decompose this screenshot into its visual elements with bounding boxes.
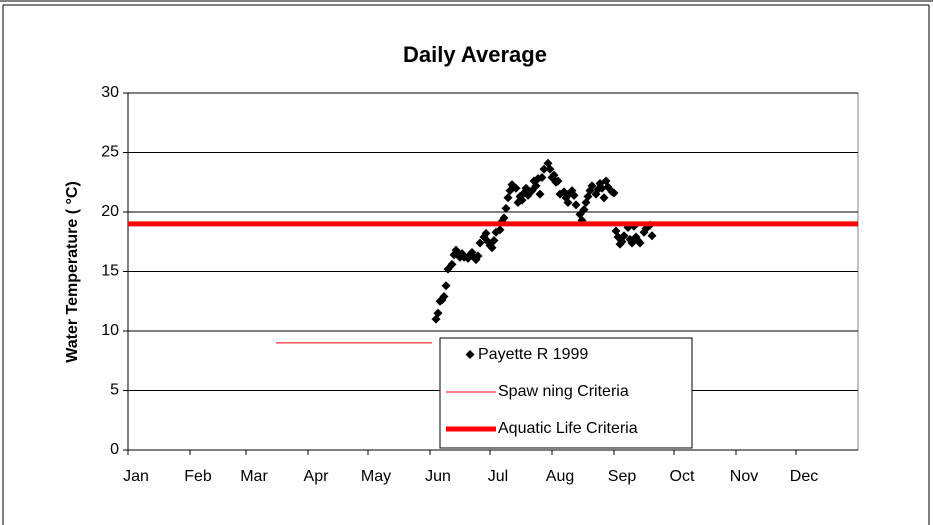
data-point	[499, 213, 509, 223]
x-tick-label: Jun	[425, 468, 451, 485]
x-tick-label: Dec	[790, 468, 818, 485]
x-tick-label: Feb	[184, 468, 212, 485]
y-axis-label: Water Temperature ( °C)	[64, 181, 81, 363]
data-point	[501, 203, 511, 213]
data-point	[609, 188, 619, 198]
x-tick-label: May	[361, 468, 391, 485]
y-tick-label: 30	[101, 84, 119, 101]
data-point	[553, 176, 563, 186]
data-point	[481, 228, 491, 238]
data-point	[563, 197, 573, 207]
x-tick-label: Apr	[304, 468, 330, 485]
data-point	[453, 247, 463, 257]
legend-label: Payette R 1999	[478, 346, 588, 363]
data-point	[597, 183, 607, 193]
data-point	[531, 181, 541, 191]
data-point	[487, 243, 497, 253]
y-tick-label: 10	[101, 322, 119, 339]
x-tick-label: Jan	[123, 468, 149, 485]
data-point	[433, 308, 443, 318]
data-point	[467, 247, 477, 257]
data-point	[619, 231, 629, 241]
legend: Payette R 1999 Spaw ning Criteria Aquati…	[439, 337, 693, 449]
data-point	[473, 251, 483, 261]
y-tick-label: 5	[110, 382, 119, 399]
chart-title: Daily Average	[403, 42, 547, 67]
x-tick-label: Oct	[670, 468, 695, 485]
legend-marker	[465, 350, 475, 359]
data-point	[489, 236, 499, 246]
y-tick-label: 20	[101, 203, 119, 220]
legend-label: Aquatic Life Criteria	[498, 420, 638, 437]
data-point	[439, 291, 449, 301]
data-point	[569, 190, 579, 200]
data-point	[535, 189, 545, 199]
data-point	[587, 181, 597, 191]
data-point	[545, 164, 555, 174]
data-point	[571, 200, 581, 210]
data-point	[539, 164, 549, 174]
x-tick-label: Aug	[546, 468, 574, 485]
x-tick-label: Mar	[240, 468, 268, 485]
data-point	[517, 195, 527, 205]
data-point	[635, 238, 645, 248]
data-point	[495, 225, 505, 235]
x-tick-label: Sep	[608, 468, 637, 485]
legend-label: Spaw ning Criteria	[498, 383, 629, 400]
y-tick-label: 0	[110, 441, 119, 458]
data-point	[447, 259, 457, 269]
data-point	[475, 238, 485, 248]
data-point	[549, 170, 559, 180]
data-point	[537, 172, 547, 182]
data-point	[599, 193, 609, 203]
data-point	[441, 281, 451, 291]
y-tick-label: 25	[101, 144, 119, 161]
x-tick-label: Nov	[730, 468, 758, 485]
y-tick-label: 15	[101, 263, 119, 280]
data-point	[579, 205, 589, 215]
data-point	[511, 183, 521, 193]
data-point	[647, 231, 657, 241]
data-point	[503, 193, 513, 203]
x-tick-label: Jul	[488, 468, 508, 485]
